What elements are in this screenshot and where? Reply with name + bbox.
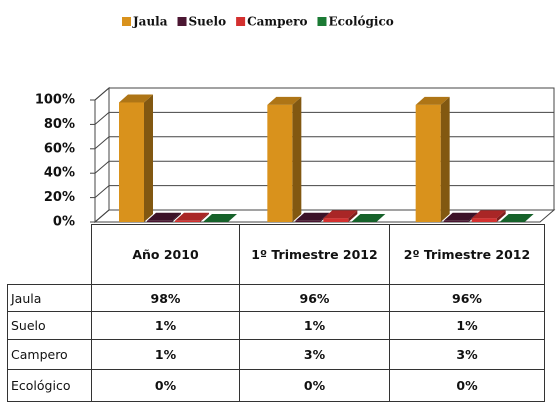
bar-top (119, 94, 153, 103)
row-label: Jaula (7, 284, 92, 312)
bar-side (348, 210, 358, 222)
bar-side (200, 212, 209, 222)
bar-top (203, 214, 237, 222)
data-label: 0% (91, 369, 240, 402)
legend: Jaula Suelo Campero Ecológico (122, 15, 394, 29)
bar-top (499, 214, 534, 222)
bar-top (443, 212, 478, 221)
data-label: 1% (389, 311, 545, 340)
data-label: 1% (239, 311, 390, 340)
bar (147, 220, 172, 222)
bar (471, 218, 497, 222)
bar (323, 218, 349, 222)
bar-side (144, 94, 153, 222)
y-tick-label: 0% (53, 215, 75, 230)
data-label: 1% (91, 339, 240, 370)
bar-top (323, 210, 358, 219)
row-label: Campero (7, 339, 92, 370)
legend-swatch (317, 17, 327, 26)
side-wall (94, 86, 110, 224)
legend-swatch (122, 17, 131, 26)
bar-top (267, 96, 302, 105)
bar-top (415, 96, 450, 105)
back-wall (108, 87, 555, 211)
legend-label: Jaula (132, 15, 168, 29)
data-label: 98% (91, 284, 240, 312)
bar-top (147, 212, 181, 221)
bar-top (471, 210, 506, 219)
bar-top (295, 212, 330, 221)
y-tick-label: 60% (44, 141, 75, 156)
bar-side (172, 212, 181, 222)
grid-line (94, 87, 554, 101)
legend-label: Campero (247, 15, 307, 29)
data-label: 96% (239, 284, 390, 312)
y-tick-label: 40% (44, 166, 75, 181)
y-tick-label: 80% (44, 117, 75, 132)
bar (295, 220, 321, 222)
grid-line (94, 136, 554, 150)
bar (415, 104, 441, 222)
legend-swatch (177, 17, 187, 26)
legend-swatch (236, 17, 246, 26)
grid-line (94, 111, 554, 125)
x-tick-label: 2º Trimestre 2012 (389, 224, 545, 285)
bar-top (351, 214, 386, 222)
data-label: 0% (239, 369, 390, 402)
legend-label: Suelo (189, 15, 227, 29)
bar-top (175, 212, 209, 221)
x-tick-label: 1º Trimestre 2012 (239, 224, 390, 285)
y-tick-label: 100% (35, 93, 75, 108)
data-label: 0% (389, 369, 545, 402)
data-label: 96% (389, 284, 545, 312)
legend-label: Ecológico (328, 15, 393, 29)
data-label: 3% (239, 339, 390, 370)
grid-line (94, 209, 554, 223)
bar (119, 102, 144, 222)
x-tick-label: Año 2010 (91, 224, 240, 285)
y-tick-label: 20% (44, 190, 75, 205)
grid-line (94, 160, 554, 174)
bar (443, 220, 469, 222)
bar-side (496, 210, 506, 222)
row-label: Ecológico (7, 369, 92, 402)
bar-side (440, 96, 450, 222)
row-label: Suelo (7, 311, 92, 340)
data-label: 1% (91, 311, 240, 340)
bar-side (292, 96, 302, 222)
data-label: 3% (389, 339, 545, 370)
bar (267, 104, 293, 222)
grid-line (94, 185, 554, 198)
bar (175, 220, 200, 222)
